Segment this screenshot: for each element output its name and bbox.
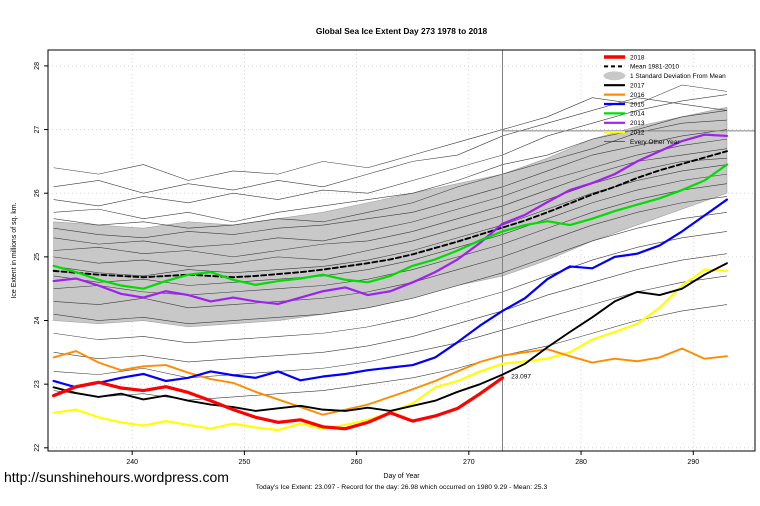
background-year-line [53, 275, 727, 379]
chart-title: Global Sea Ice Extent Day 273 1978 to 20… [316, 26, 488, 36]
background-year-line [53, 84, 727, 181]
x-tick-label: 280 [575, 459, 587, 466]
background-year-line [53, 183, 727, 296]
chart-caption: Today's Ice Extent: 23.097 - Record for … [256, 484, 548, 491]
y-tick-label: 22 [34, 444, 41, 452]
legend-label-2014: 2014 [630, 111, 645, 118]
y-tick-label: 24 [34, 317, 41, 325]
background-year-line [53, 212, 727, 324]
background-year-line [53, 110, 727, 223]
background-year-line [53, 173, 727, 286]
legend-label-2013: 2013 [630, 120, 645, 127]
x-axis-label: Day of Year [383, 473, 420, 480]
current-extent-annotation: 23.097 [511, 374, 531, 381]
background-year-line [53, 148, 727, 258]
legend-label-every-other-year: Every Other Year [630, 139, 680, 146]
series-line-2018 [52, 376, 505, 431]
x-tick-label: 270 [463, 459, 475, 466]
background-year-line [53, 94, 727, 207]
background-year-line [53, 253, 727, 363]
background-year-line [53, 164, 727, 277]
background-year-line [53, 138, 727, 248]
y-axis-label: Ice Extent in millions of sq. km. [11, 202, 18, 298]
x-tick-label: 260 [351, 459, 363, 466]
background-year-line [53, 129, 727, 239]
y-tick-label: 25 [34, 253, 41, 261]
series-line-2013 [52, 133, 729, 306]
series-line-2015 [52, 198, 729, 389]
series-line-2014 [52, 163, 729, 290]
series-line-2017 [52, 262, 728, 412]
legend-label-2015: 2015 [630, 101, 645, 108]
legend-label-2018: 2018 [630, 54, 645, 61]
legend-swatch-1-standard-deviation-from-mean [603, 71, 626, 81]
y-tick-label: 26 [34, 189, 41, 197]
legend-label-1-standard-deviation-from-mean: 1 Standard Deviation From Mean [630, 73, 726, 80]
legend-label-2012: 2012 [630, 130, 645, 137]
background-year-line [53, 304, 727, 401]
series-line-2016 [52, 347, 728, 416]
background-year-line [53, 196, 727, 309]
x-tick-label: 250 [239, 459, 251, 466]
y-tick-label: 23 [34, 380, 41, 388]
background-year-line [53, 157, 727, 267]
x-tick-label: 290 [687, 459, 699, 466]
legend-label-mean-1981-2010: Mean 1981-2010 [630, 64, 680, 71]
background-year-line [53, 119, 727, 229]
background-year-line [53, 231, 727, 344]
y-tick-label: 27 [34, 126, 41, 134]
legend-label-2016: 2016 [630, 92, 645, 99]
plot-border [47, 49, 756, 452]
x-tick-label: 240 [126, 459, 138, 466]
y-tick-label: 28 [34, 62, 41, 70]
series-line-mean-1981-2010 [52, 150, 728, 279]
url-watermark: http://sunshinehours.wordpress.com [4, 469, 229, 485]
legend-label-2017: 2017 [630, 83, 645, 90]
